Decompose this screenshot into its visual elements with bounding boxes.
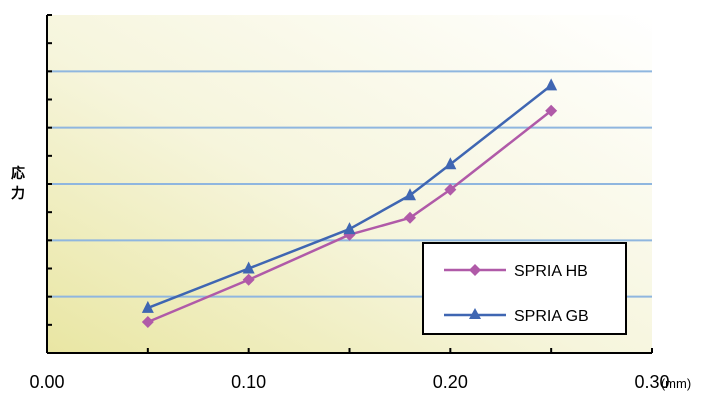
data-point-2-2 xyxy=(242,261,255,274)
x-axis-unit: (mm) xyxy=(661,376,691,391)
data-point-2-4 xyxy=(404,188,416,201)
legend: SPRIA HB SPRIA GB xyxy=(422,242,627,335)
axes xyxy=(46,14,653,354)
data-point-2-6 xyxy=(545,78,558,91)
legend-marker-gb xyxy=(469,308,481,319)
data-point-2-5 xyxy=(444,157,457,170)
y-axis-label-char-2: 力 xyxy=(11,185,25,202)
legend-box xyxy=(422,242,627,335)
x-tick-label: 0.00 xyxy=(29,372,64,392)
x-tick-label: 0.20 xyxy=(433,372,468,392)
data-point-2-3 xyxy=(343,222,356,235)
legend-label-gb: SPRIA GB xyxy=(514,308,589,325)
series-line-2 xyxy=(147,84,552,310)
data-point-1-2 xyxy=(242,273,255,286)
x-axis-ticks: 0.00 0.10 0.20 0.30 xyxy=(29,372,669,392)
series-2 xyxy=(141,78,558,313)
data-point-1-6 xyxy=(545,104,558,117)
data-point-1-5 xyxy=(444,183,457,196)
series-layer xyxy=(141,78,558,329)
legend-label-hb: SPRIA HB xyxy=(514,263,588,280)
x-tick-label: 0.10 xyxy=(231,372,266,392)
y-axis-label: 応 力 xyxy=(11,165,25,202)
series-line-1 xyxy=(147,109,552,324)
y-axis-label-char-1: 応 xyxy=(11,165,25,182)
legend-marker-hb xyxy=(469,264,481,276)
data-point-2-1 xyxy=(141,300,154,313)
data-point-1-4 xyxy=(404,211,416,224)
data-point-1-1 xyxy=(141,316,154,329)
x-tick-label: 0.30 xyxy=(634,372,669,392)
